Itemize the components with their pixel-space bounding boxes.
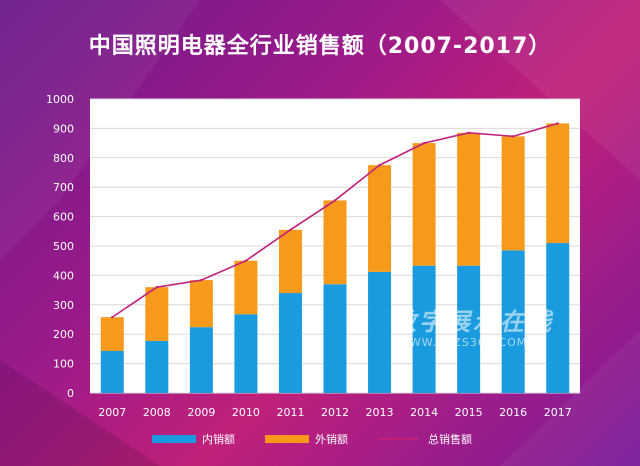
bar-内销额-2012 (323, 284, 347, 393)
x-tick-label: 2010 (232, 406, 260, 419)
bar-外销额-2011 (278, 229, 302, 294)
x-tick-label: 2016 (499, 406, 527, 419)
x-tick-label: 2008 (143, 406, 171, 419)
bar-内销额-2011 (278, 293, 302, 393)
bar-内销额-2015 (457, 265, 481, 393)
point-总销售额-2013 (378, 163, 381, 167)
bar-内销额-2009 (189, 327, 213, 393)
watermark-text: 数字展示在线 (392, 308, 554, 336)
point-总销售额-2014 (422, 141, 426, 145)
legend-swatch-外销额 (265, 435, 309, 443)
x-tick-label: 2011 (276, 406, 304, 419)
bar-外销额-2017 (546, 123, 570, 244)
point-总销售额-2008 (155, 285, 159, 289)
x-tick-label: 2007 (98, 406, 126, 419)
y-tick-label: 0 (67, 387, 74, 400)
bar-外销额-2016 (501, 136, 525, 251)
bar-内销额-2007 (100, 350, 124, 393)
watermark-url: WWW.SZZS360.COM (398, 336, 528, 349)
x-tick-label: 2009 (187, 406, 215, 419)
y-tick-label: 700 (53, 181, 74, 194)
bar-内销额-2014 (412, 265, 436, 393)
bar-外销额-2009 (189, 280, 213, 328)
bar-外销额-2015 (457, 132, 481, 266)
x-tick-label: 2015 (455, 406, 483, 419)
y-tick-label: 800 (53, 152, 74, 165)
x-tick-label: 2012 (321, 406, 349, 419)
point-总销售额-2017 (556, 122, 559, 125)
bar-内销额-2008 (145, 340, 169, 393)
point-总销售额-2012 (333, 199, 337, 202)
point-总销售额-2015 (467, 131, 470, 135)
point-总销售额-2016 (511, 135, 515, 138)
bar-外销额-2010 (234, 260, 258, 315)
y-tick-label: 100 (53, 358, 74, 371)
y-tick-label: 600 (53, 211, 74, 224)
point-总销售额-2010 (244, 259, 248, 262)
legend-label: 内销额 (202, 432, 235, 446)
y-tick-label: 400 (53, 269, 74, 282)
legend-swatch-内销额 (152, 435, 196, 443)
bar-外销额-2013 (368, 165, 392, 272)
point-总销售额-2007 (111, 315, 114, 319)
y-tick-label: 200 (53, 328, 74, 341)
y-tick-label: 300 (53, 299, 74, 312)
legend-label: 总销售额 (428, 432, 472, 446)
point-总销售额-2009 (200, 278, 203, 282)
bar-外销额-2012 (323, 200, 347, 285)
x-tick-label: 2017 (544, 406, 572, 419)
y-tick-label: 1000 (46, 93, 74, 106)
bar-内销额-2013 (368, 271, 392, 393)
bar-外销额-2008 (145, 287, 169, 341)
x-tick-label: 2014 (410, 406, 438, 419)
x-tick-label: 2013 (366, 406, 394, 419)
legend-label: 外销额 (315, 432, 348, 446)
chart-title: 中国照明电器全行业销售额（2007-2017） (88, 34, 552, 59)
point-总销售额-2011 (289, 228, 292, 232)
y-tick-label: 900 (53, 122, 74, 135)
y-tick-label: 500 (53, 240, 74, 253)
bar-内销额-2016 (501, 250, 525, 393)
bar-外销额-2007 (100, 317, 124, 351)
bar-内销额-2010 (234, 314, 258, 393)
bar-内销额-2017 (546, 243, 570, 393)
bar-外销额-2014 (412, 143, 436, 266)
